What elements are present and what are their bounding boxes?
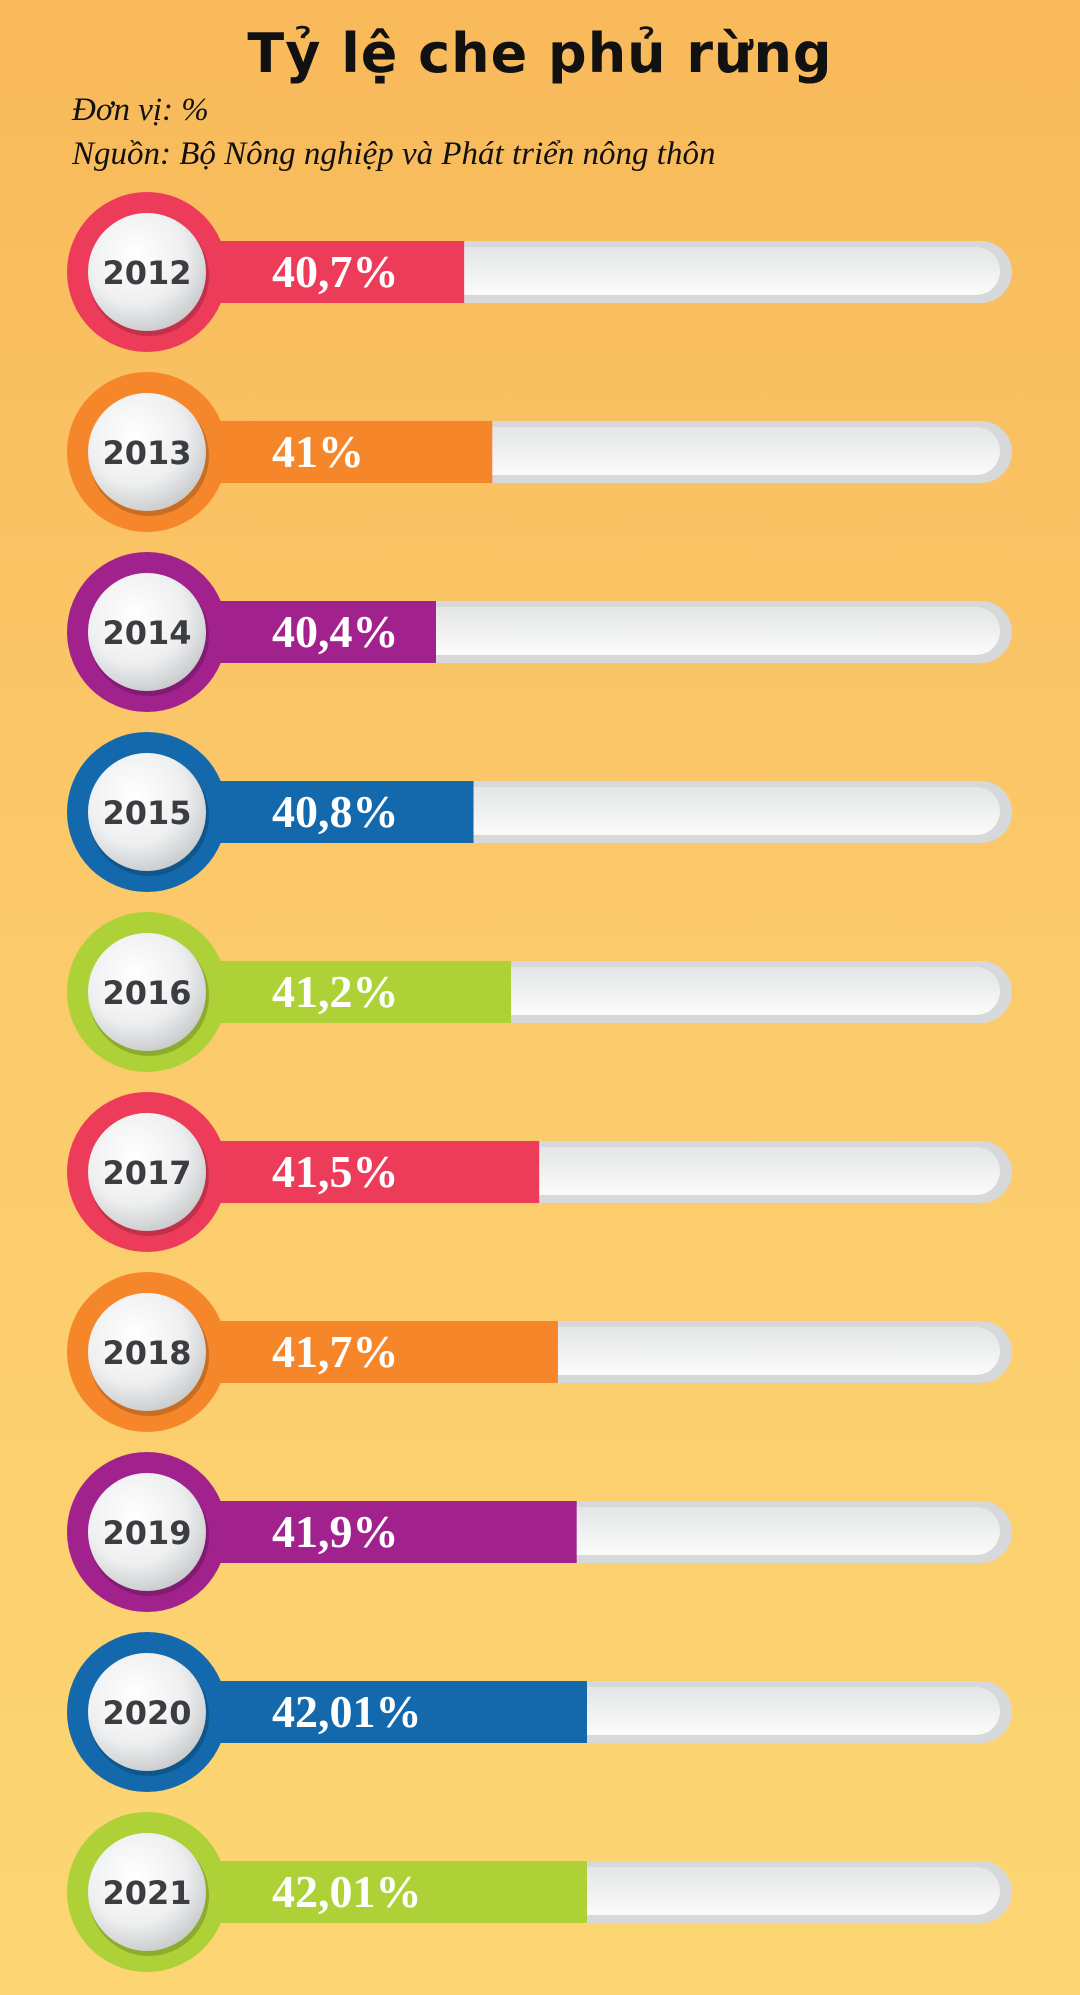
year-label: 2014 xyxy=(102,614,191,652)
year-label: 2016 xyxy=(102,974,191,1012)
bar-row-2016: 2016 41,2% xyxy=(67,912,1012,1072)
year-badge-face xyxy=(88,933,206,1051)
year-badge-face xyxy=(88,393,206,511)
year-badge-face xyxy=(88,213,206,331)
year-label: 2017 xyxy=(102,1154,191,1192)
bar-row-2019: 2019 41,9% xyxy=(67,1452,1012,1612)
year-badge-face xyxy=(88,573,206,691)
year-badge-face xyxy=(88,1293,206,1411)
value-label: 41% xyxy=(272,426,364,477)
bar-value-2021 xyxy=(190,1861,587,1923)
chart-title: Tỷ lệ che phủ rừng xyxy=(247,22,833,85)
year-label: 2020 xyxy=(102,1694,191,1732)
year-label: 2015 xyxy=(102,794,191,832)
value-label: 40,7% xyxy=(272,246,399,297)
bar-row-2018: 2018 41,7% xyxy=(67,1272,1012,1432)
bar-row-2021: 2021 42,01% xyxy=(67,1812,1012,1972)
year-label: 2013 xyxy=(102,434,191,472)
bar-value-2020 xyxy=(190,1681,587,1743)
year-badge-face xyxy=(88,1653,206,1771)
bar-row-2013: 2013 41% xyxy=(67,372,1012,532)
year-badge-face xyxy=(88,753,206,871)
value-label: 42,01% xyxy=(272,1686,422,1737)
bar-value-2012 xyxy=(190,241,465,303)
bar-row-2017: 2017 41,5% xyxy=(67,1092,1012,1252)
value-label: 41,5% xyxy=(272,1146,399,1197)
year-badge-face xyxy=(88,1473,206,1591)
year-label: 2021 xyxy=(102,1874,191,1912)
value-label: 42,01% xyxy=(272,1866,422,1917)
bar-value-2013 xyxy=(190,421,493,483)
bar-value-2018 xyxy=(190,1321,558,1383)
year-label: 2019 xyxy=(102,1514,191,1552)
value-label: 40,8% xyxy=(272,786,399,837)
bar-value-2019 xyxy=(190,1501,577,1563)
year-label: 2012 xyxy=(102,254,191,292)
year-badge-face xyxy=(88,1113,206,1231)
year-badge-face xyxy=(88,1833,206,1951)
bar-value-2017 xyxy=(190,1141,540,1203)
bar-value-2016 xyxy=(190,961,512,1023)
bar-row-2012: 2012 40,7% xyxy=(67,192,1012,352)
source-label: Nguồn: Bộ Nông nghiệp và Phát triển nông… xyxy=(72,136,716,172)
value-label: 40,4% xyxy=(272,606,399,657)
bar-value-2015 xyxy=(190,781,474,843)
value-label: 41,9% xyxy=(272,1506,399,1557)
year-label: 2018 xyxy=(102,1334,191,1372)
bar-value-2014 xyxy=(190,601,436,663)
bar-row-2015: 2015 40,8% xyxy=(67,732,1012,892)
value-label: 41,7% xyxy=(272,1326,399,1377)
bar-row-2014: 2014 40,4% xyxy=(67,552,1012,712)
unit-label: Đơn vị: % xyxy=(72,92,209,128)
value-label: 41,2% xyxy=(272,966,399,1017)
bar-row-2020: 2020 42,01% xyxy=(67,1632,1012,1792)
